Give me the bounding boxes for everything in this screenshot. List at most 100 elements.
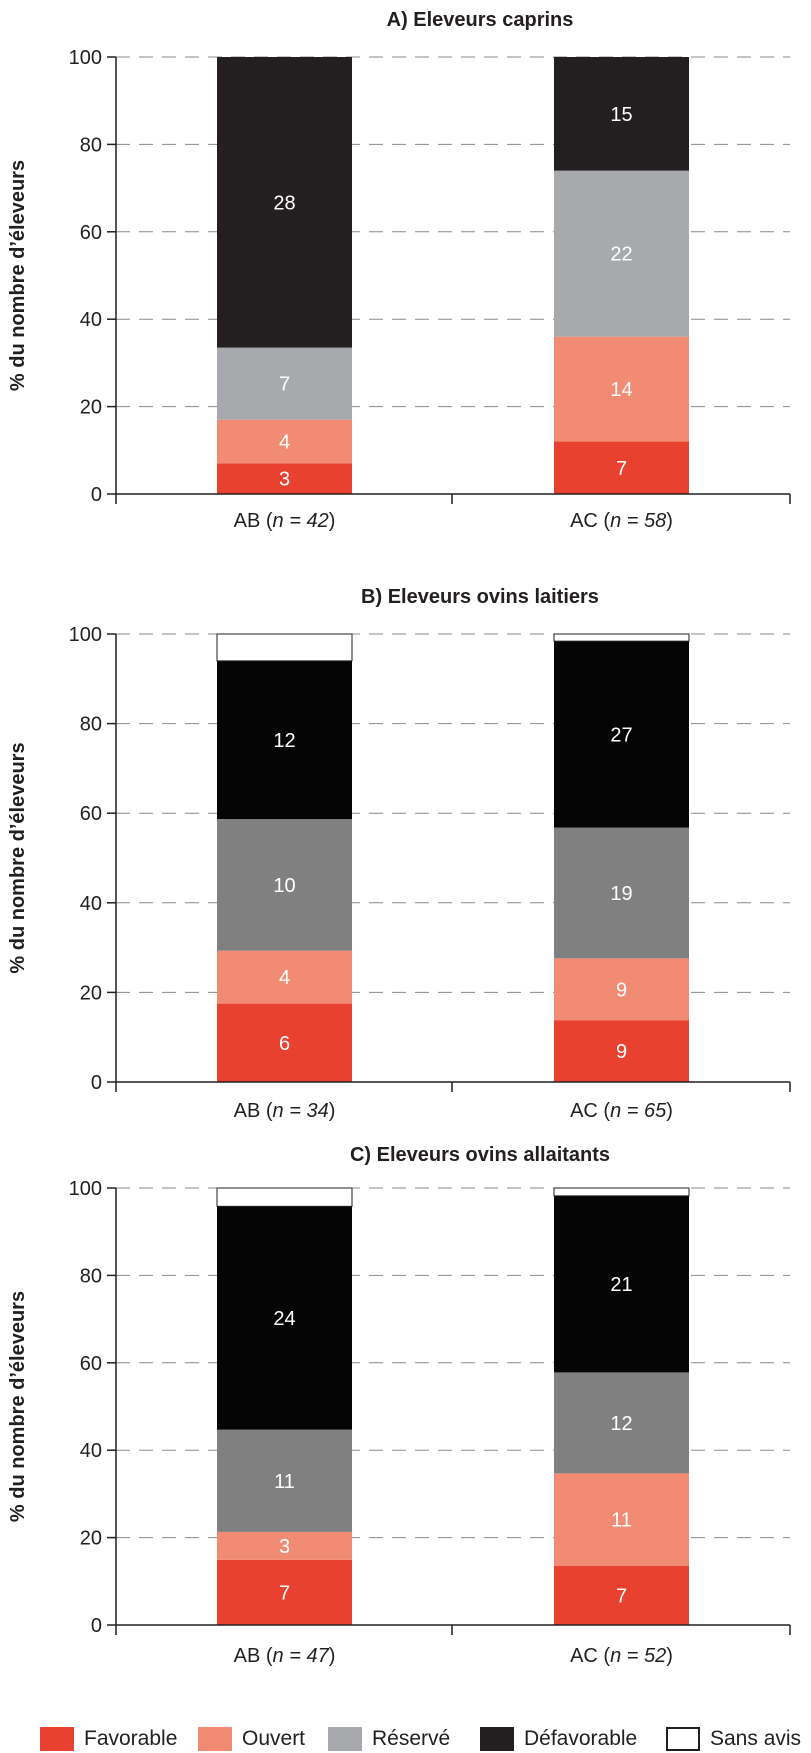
legend-swatch-sans-avis — [666, 1726, 700, 1751]
legend-swatch-favorable — [40, 1726, 74, 1751]
chart-title: A) Eleveurs caprins — [387, 9, 574, 31]
bar-segment — [217, 660, 352, 820]
data-label: 7 — [616, 458, 627, 480]
x-tick-label: AC (n = 52) — [570, 1645, 673, 1667]
data-label: 24 — [273, 1308, 295, 1330]
data-label: 22 — [610, 244, 632, 266]
data-label: 11 — [611, 1510, 632, 1532]
y-tick-label: 100 — [69, 1178, 102, 1200]
data-label: 3 — [279, 1536, 290, 1558]
bar-segment — [554, 1372, 689, 1474]
bar-segment — [554, 336, 689, 442]
bar-segment — [217, 1206, 352, 1430]
legend-swatch-reserve — [328, 1726, 362, 1751]
bar-segment — [554, 1195, 689, 1373]
data-label: 15 — [610, 104, 632, 126]
data-label: 3 — [279, 469, 290, 491]
y-tick-label: 80 — [80, 134, 102, 156]
bar-segment — [554, 641, 689, 828]
legend-item-defavorable: Défavorable — [480, 1724, 637, 1753]
chart-title: C) Eleveurs ovins allaitants — [350, 1144, 610, 1166]
x-tick-label: AC (n = 58) — [570, 510, 673, 532]
bar-segment — [217, 1003, 352, 1082]
bar-segment — [554, 1473, 689, 1567]
legend-item-sans-avis: Sans avis — [666, 1724, 801, 1753]
y-tick-label: 40 — [80, 1440, 102, 1462]
bar-segment — [217, 819, 352, 951]
y-tick-label: 40 — [80, 893, 102, 915]
data-label: 9 — [616, 1041, 627, 1063]
bar-segment — [554, 1020, 689, 1082]
data-label: 7 — [279, 374, 290, 396]
chart-panel-1: A) Eleveurs caprins % du nombre d’éleveur… — [7, 9, 791, 532]
bar-segment — [554, 958, 689, 1021]
legend-label-defavorable: Défavorable — [524, 1726, 638, 1750]
data-label: 6 — [279, 1033, 290, 1055]
data-label: 19 — [610, 883, 632, 905]
legend-item-reserve: Réservé — [328, 1724, 450, 1753]
chart-panel-2: B) Eleveurs ovins laitiers % du nombre d’… — [7, 586, 791, 1122]
y-tick-label: 100 — [69, 47, 102, 69]
bar-segment — [217, 1559, 352, 1625]
bar-segment — [216, 633, 353, 662]
bar-segment — [217, 419, 352, 464]
y-axis-label: % du nombre d’éleveurs — [7, 1291, 29, 1522]
bar-segment — [217, 950, 352, 1004]
bar-segment — [216, 1187, 353, 1207]
data-label: 4 — [279, 432, 290, 454]
bar-segment — [553, 633, 690, 642]
data-label: 11 — [274, 1471, 295, 1493]
legend-label-ouvert: Ouvert — [242, 1726, 306, 1750]
legend: Favorable Ouvert Réservé Défavorable San… — [40, 1724, 811, 1753]
legend-label-favorable: Favorable — [84, 1726, 178, 1750]
bar-segment — [217, 347, 352, 420]
y-tick-label: 20 — [80, 1528, 102, 1550]
data-label: 12 — [273, 730, 295, 752]
legend-item-favorable: Favorable — [40, 1724, 177, 1753]
bar-segment — [217, 1429, 352, 1532]
legend-item-ouvert: Ouvert — [198, 1724, 305, 1753]
y-tick-label: 20 — [80, 982, 102, 1004]
x-tick-label: AC (n = 65) — [570, 1100, 673, 1122]
bar-segment — [217, 57, 352, 348]
y-tick-label: 0 — [91, 484, 102, 506]
y-axis-label: % du nombre d’éleveurs — [7, 160, 29, 391]
y-tick-label: 60 — [80, 1353, 102, 1375]
y-tick-label: 0 — [91, 1615, 102, 1637]
chart-panel-3: C) Eleveurs ovins allaitants % du nombre … — [7, 1144, 791, 1667]
data-label: 7 — [616, 1586, 627, 1608]
bar-segment — [554, 1566, 689, 1625]
x-tick-label: AB (n = 42) — [234, 510, 336, 532]
bar-segment — [217, 463, 352, 494]
data-label: 21 — [610, 1274, 632, 1296]
legend-label-sans-avis: Sans avis — [710, 1726, 802, 1750]
y-tick-label: 40 — [80, 309, 102, 331]
data-label: 14 — [610, 379, 632, 401]
data-label: 12 — [610, 1413, 632, 1435]
y-tick-label: 0 — [91, 1072, 102, 1094]
bar-segment — [554, 170, 689, 337]
legend-label-reserve: Réservé — [372, 1726, 451, 1750]
bar-segment — [217, 1531, 352, 1560]
data-label: 27 — [610, 724, 632, 746]
bar-segment — [554, 441, 689, 494]
x-tick-label: AB (n = 47) — [234, 1645, 336, 1667]
y-tick-label: 80 — [80, 714, 102, 736]
data-label: 10 — [273, 875, 295, 897]
y-tick-label: 60 — [80, 803, 102, 825]
y-tick-label: 20 — [80, 397, 102, 419]
y-tick-label: 60 — [80, 222, 102, 244]
data-label: 28 — [273, 192, 295, 214]
y-tick-label: 100 — [69, 624, 102, 646]
y-axis-label: % du nombre d’éleveurs — [7, 742, 29, 973]
bar-segment — [553, 1187, 690, 1197]
data-label: 4 — [279, 967, 290, 989]
legend-swatch-defavorable — [480, 1726, 514, 1751]
data-label: 7 — [279, 1582, 290, 1604]
bar-segment — [554, 827, 689, 959]
x-tick-label: AB (n = 34) — [234, 1100, 336, 1122]
legend-swatch-ouvert — [198, 1726, 232, 1751]
bar-segment — [554, 57, 689, 171]
chart-title: B) Eleveurs ovins laitiers — [361, 586, 599, 608]
